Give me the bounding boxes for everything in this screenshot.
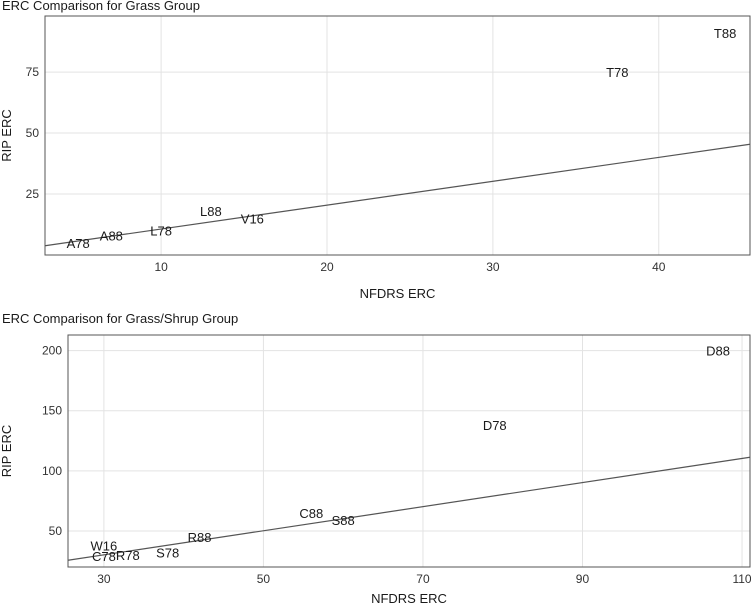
chart2-point-r78: R78	[116, 548, 140, 563]
chart2-plot-frame	[67, 334, 751, 568]
chart2-point-d78: D78	[483, 418, 507, 433]
chart2-x-tick-label: 30	[97, 572, 111, 586]
chart1-y-axis-title: RIP ERC	[0, 109, 14, 162]
chart2-reference-line	[67, 456, 751, 561]
chart2-point-c78: C78	[92, 549, 116, 564]
chart2-x-axis-title: NFDRS ERC	[371, 591, 447, 605]
chart2-point-d88: D88	[706, 344, 730, 359]
chart1-point-l88: L88	[200, 204, 222, 219]
chart2-point-r88: R88	[188, 530, 212, 545]
chart2-point-c88: C88	[299, 506, 323, 521]
chart1-point-v16: V16	[241, 211, 264, 226]
chart1-x-tick-label: 20	[320, 260, 334, 274]
chart2-y-tick-label: 50	[49, 524, 63, 538]
chart1-x-tick-label: 30	[486, 260, 500, 274]
chart-title-grass-shrup: ERC Comparison for Grass/Shrup Group	[2, 311, 239, 326]
chart1-point-l78: L78	[150, 224, 172, 239]
chart1-y-tick-label: 25	[26, 187, 40, 201]
chart1-x-tick-label: 40	[652, 260, 666, 274]
chart1-point-t88: T88	[714, 26, 736, 41]
chart1-point-a88: A88	[100, 228, 123, 243]
chart1-point-a78: A78	[67, 236, 90, 251]
chart2-y-tick-label: 150	[42, 404, 62, 418]
chart1-y-tick-label: 75	[26, 65, 40, 79]
chart2-x-tick-label: 50	[257, 572, 271, 586]
chart2-point-s88: S88	[332, 513, 355, 528]
chart1-x-tick-label: 10	[154, 260, 168, 274]
chart2-y-axis-title: RIP ERC	[0, 425, 14, 478]
chart1-x-axis-title: NFDRS ERC	[360, 286, 436, 301]
chart1-point-t78: T78	[606, 65, 628, 80]
chart1-reference-line	[44, 143, 751, 247]
chart2-x-tick-label: 90	[576, 572, 590, 586]
chart2-y-tick-label: 100	[42, 464, 62, 478]
chart2-x-tick-label: 110	[732, 572, 751, 586]
chart2-x-tick-label: 70	[416, 572, 430, 586]
chart1-plot-frame	[44, 15, 751, 256]
chart-title-grass: ERC Comparison for Grass Group	[2, 0, 200, 13]
chart2-point-w16: W16	[91, 538, 118, 553]
chart2-y-tick-label: 200	[42, 344, 62, 358]
chart1-y-tick-label: 50	[26, 126, 40, 140]
chart2-point-s78: S78	[156, 546, 179, 561]
